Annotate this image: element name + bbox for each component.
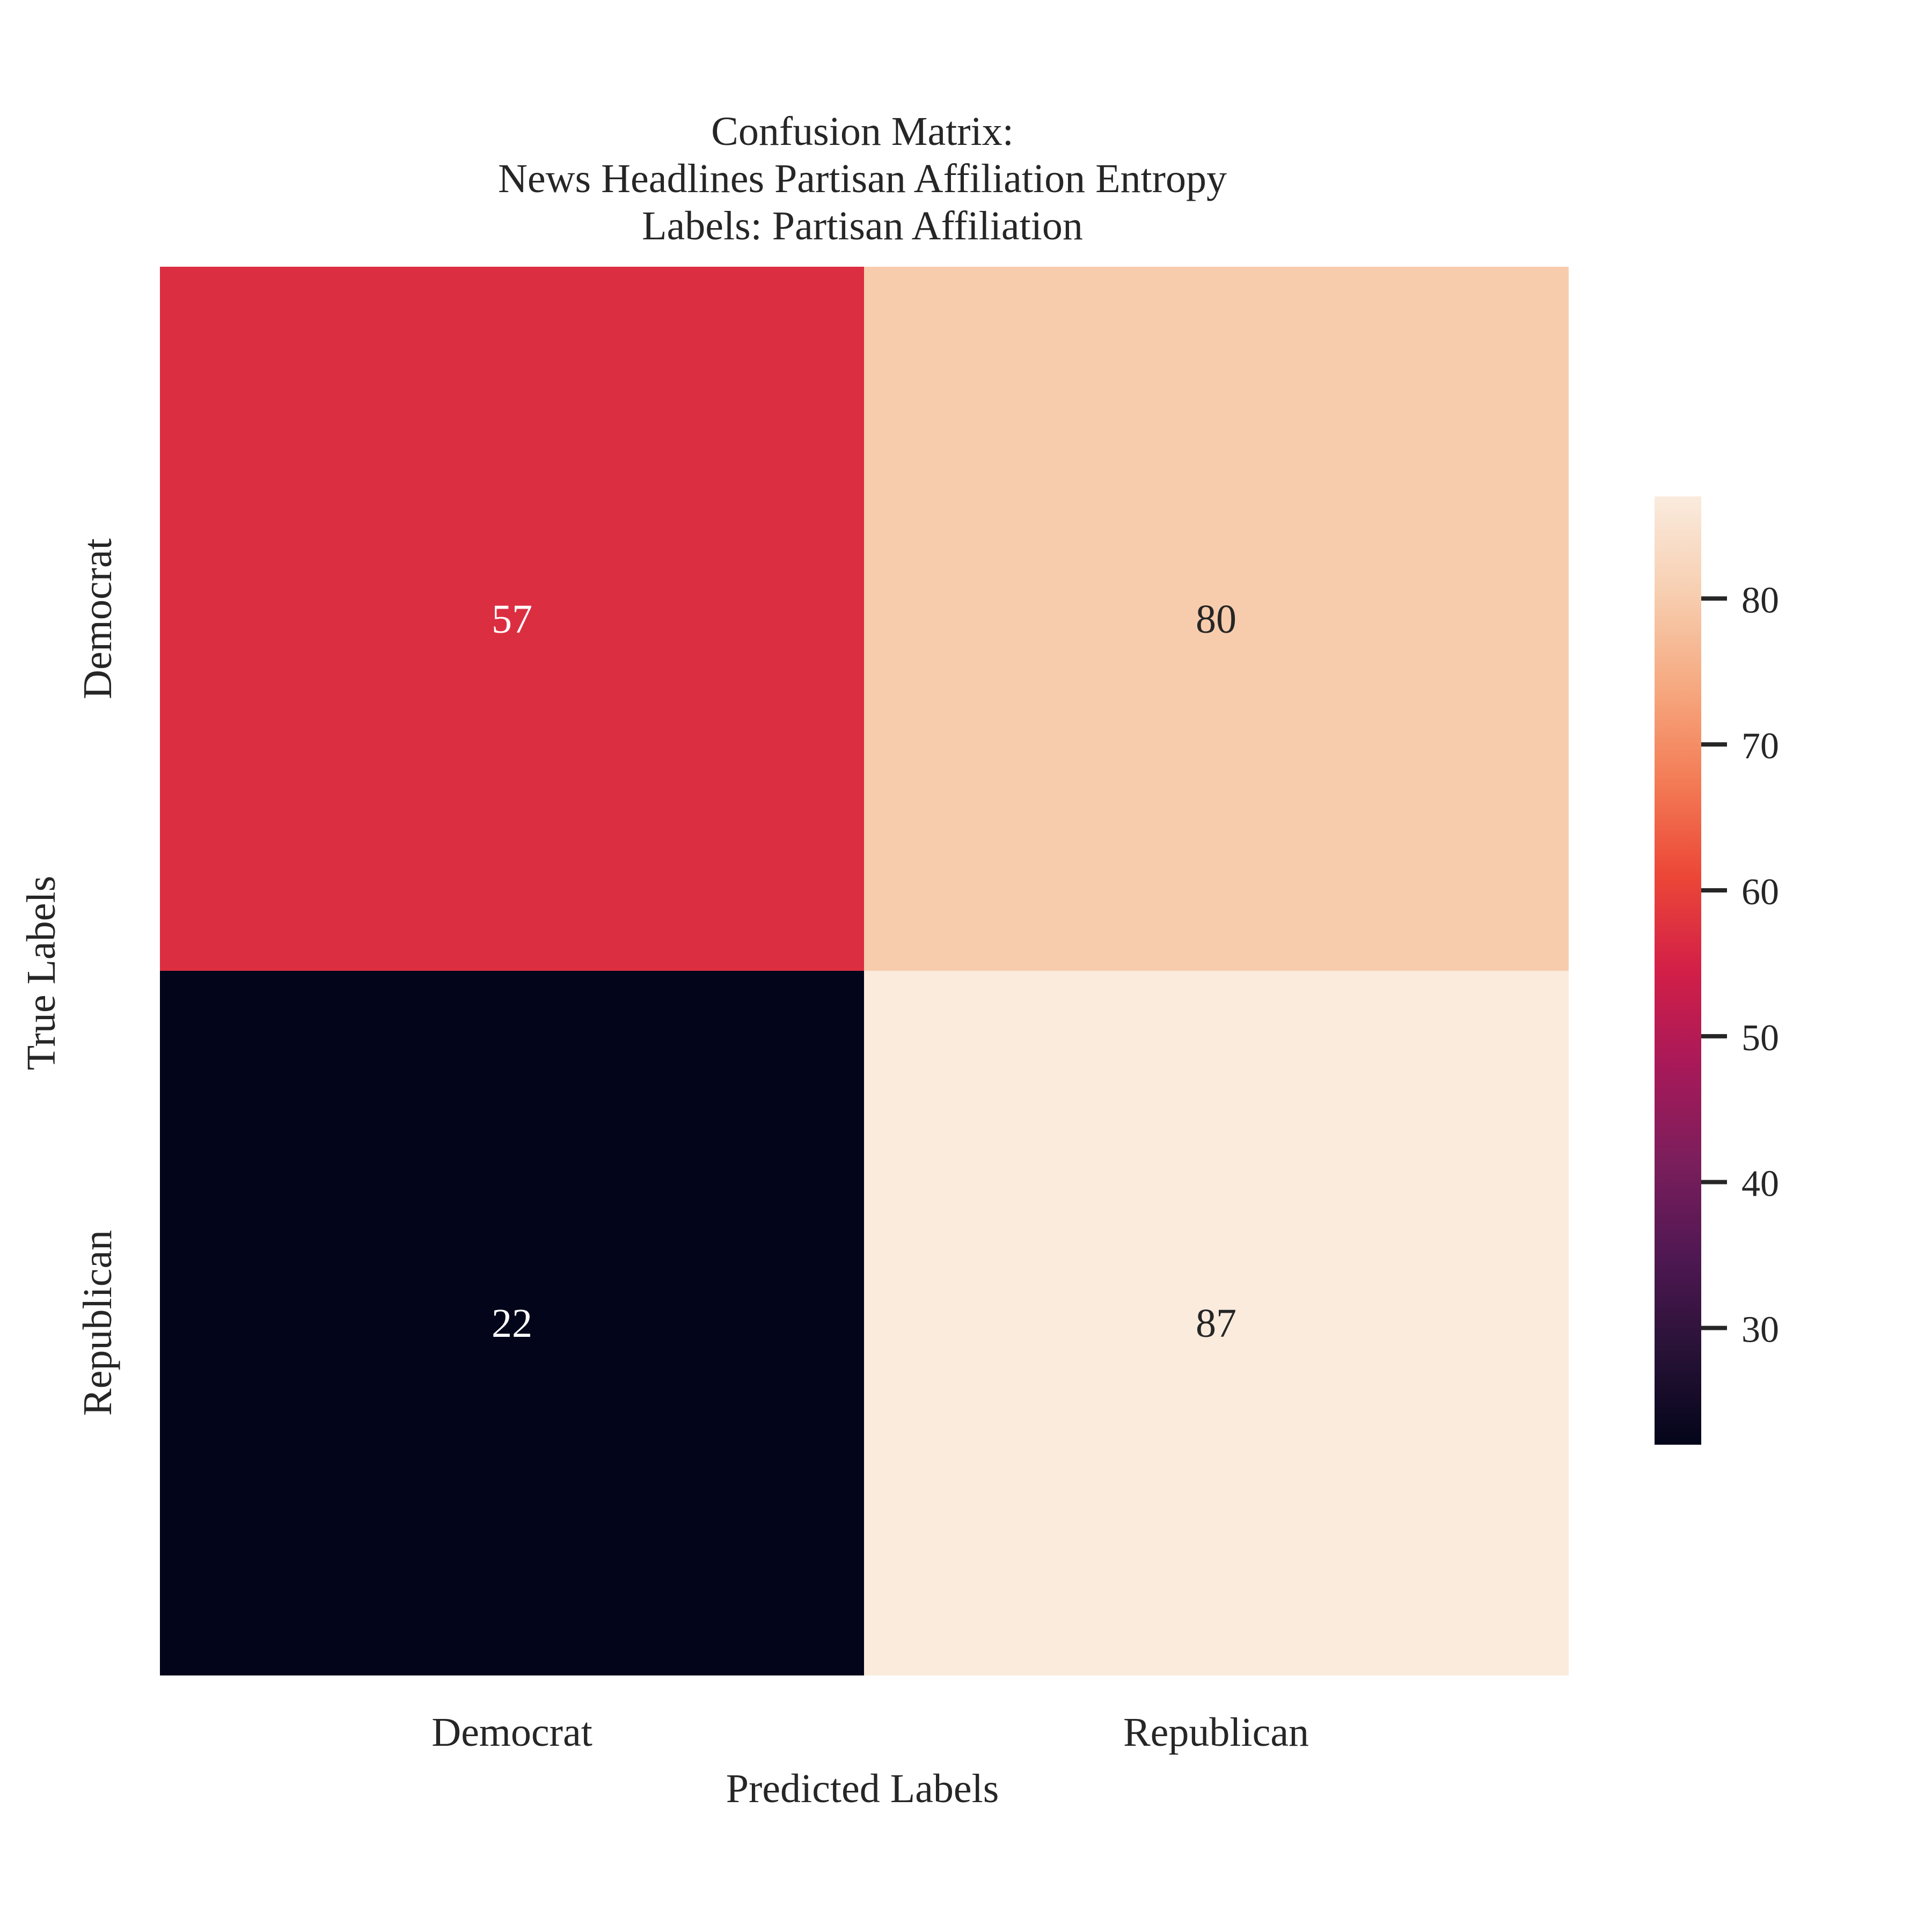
y-axis-label: True Labels xyxy=(19,876,64,1070)
cell-annotation: 87 xyxy=(1196,1301,1236,1346)
x-tick-label: Democrat xyxy=(431,1710,592,1755)
chart-title-line-3: Labels: Partisan Affiliation xyxy=(642,203,1083,248)
chart-title-line-2: News Headlines Partisan Affiliation Entr… xyxy=(498,156,1227,201)
cell-annotation: 80 xyxy=(1196,597,1236,642)
colorbar-ticks: 30 40 50 60 70 80 xyxy=(1701,580,1779,1351)
colorbar-tick-label: 40 xyxy=(1741,1163,1779,1205)
cell-annotations: 57 80 22 87 xyxy=(492,597,1236,1346)
x-axis-label: Predicted Labels xyxy=(726,1766,999,1811)
cell-annotation: 22 xyxy=(492,1301,532,1346)
chart-title-line-1: Confusion Matrix: xyxy=(711,109,1014,154)
cell-annotation: 57 xyxy=(492,597,532,642)
colorbar-tick-label: 60 xyxy=(1741,872,1779,913)
y-tick-label: Democrat xyxy=(75,538,120,699)
heatmap-cells xyxy=(160,267,1569,1675)
colorbar-tick-label: 70 xyxy=(1741,726,1779,767)
heatmap-cell xyxy=(160,971,865,1675)
x-tick-label: Republican xyxy=(1123,1710,1309,1755)
colorbar-gradient xyxy=(1655,496,1701,1445)
colorbar-tick-label: 80 xyxy=(1741,580,1779,621)
y-tick-labels: Democrat Republican xyxy=(75,538,120,1416)
colorbar-tick-label: 30 xyxy=(1741,1309,1779,1351)
heatmap-cell xyxy=(864,971,1569,1675)
colorbar: 30 40 50 60 70 80 xyxy=(1655,496,1779,1445)
x-tick-labels: Democrat Republican xyxy=(431,1710,1309,1755)
y-tick-label: Republican xyxy=(75,1230,120,1416)
colorbar-tick-label: 50 xyxy=(1741,1018,1779,1059)
heatmap-cell xyxy=(864,267,1569,971)
chart-title: Confusion Matrix: News Headlines Partisa… xyxy=(498,109,1227,248)
heatmap-cell xyxy=(160,267,865,971)
